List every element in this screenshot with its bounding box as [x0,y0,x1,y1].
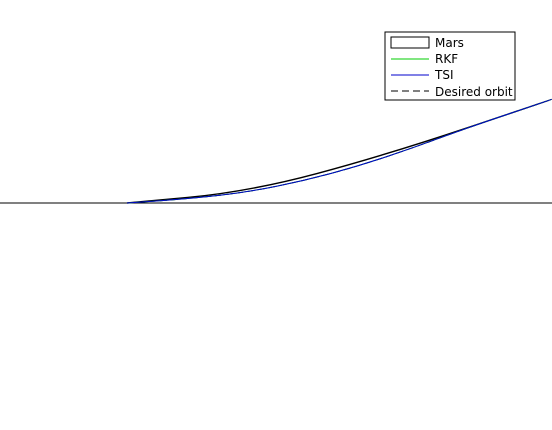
legend-swatch-mars [390,36,430,49]
series-line-mars [126,98,552,204]
legend-label-rkf: RKF [435,52,458,66]
legend-entry-tsi: TSI [391,68,454,82]
legend-entry-rkf: RKF [391,52,458,66]
series-line-rkf [126,98,552,204]
series-line-tsi [126,98,552,204]
legend-label-desired-orbit: Desired orbit [435,85,513,99]
legend: Mars RKF TSI Desired orbit [384,31,516,101]
plot-area [0,98,552,204]
legend-entry-mars: Mars [390,36,464,50]
series-line-desired-orbit [126,98,552,204]
legend-entry-desired-orbit: Desired orbit [391,85,513,99]
legend-label-mars: Mars [435,36,464,50]
legend-label-tsi: TSI [434,68,454,82]
